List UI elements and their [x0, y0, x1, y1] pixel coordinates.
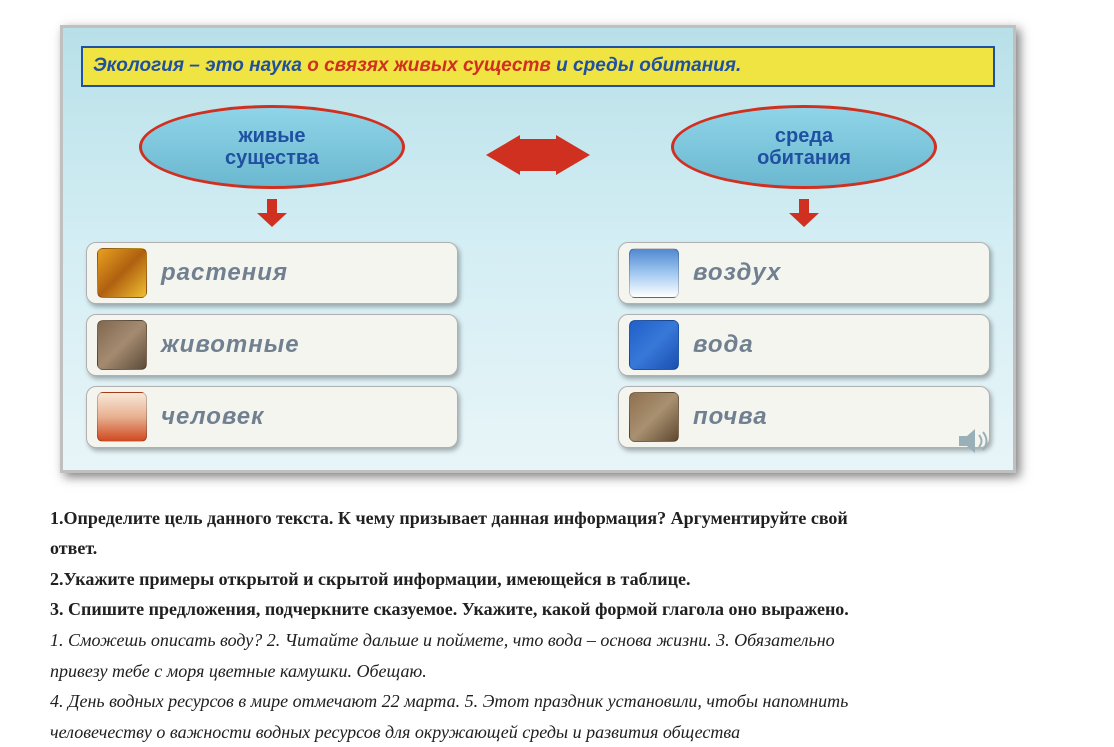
card-human: человек: [86, 386, 458, 448]
card-label: животные: [161, 331, 300, 359]
card-animals: животные: [86, 314, 458, 376]
down-arrow-icon: [789, 199, 819, 232]
animals-icon: [97, 320, 147, 370]
left-ellipse-line2: существа: [225, 147, 319, 169]
air-icon: [629, 248, 679, 298]
diagram: живые существа растения животные человек: [73, 105, 1003, 448]
right-ellipse-line2: обитания: [757, 147, 851, 169]
slide-header: Экология – это наука о связях живых суще…: [81, 46, 995, 87]
questions-block: 1.Определите цель данного текста. К чему…: [50, 503, 1050, 747]
card-label: растения: [161, 259, 288, 287]
right-ellipse-line1: среда: [775, 125, 833, 147]
right-column: среда обитания воздух вода почва: [618, 105, 990, 448]
soil-icon: [629, 392, 679, 442]
card-soil: почва: [618, 386, 990, 448]
card-water: вода: [618, 314, 990, 376]
card-label: вода: [693, 331, 754, 359]
header-suffix: и среды обитания.: [551, 55, 741, 76]
card-label: воздух: [693, 259, 781, 287]
water-icon: [629, 320, 679, 370]
bidirectional-arrow-icon: [478, 125, 598, 185]
card-label: человек: [161, 403, 264, 431]
sentence-2: привезу тебе с моря цветные камушки. Обе…: [50, 656, 1050, 687]
plants-icon: [97, 248, 147, 298]
header-emphasis: о связях живых существ: [307, 55, 551, 76]
left-ellipse: живые существа: [139, 105, 405, 189]
header-text: Экология – это наука о связях живых суще…: [93, 55, 741, 76]
header-prefix: Экология – это наука: [93, 55, 307, 76]
human-icon: [97, 392, 147, 442]
left-column: живые существа растения животные человек: [86, 105, 458, 448]
card-label: почва: [693, 403, 768, 431]
sentence-4: человечеству о важности водных ресурсов …: [50, 717, 1050, 747]
question-2: 2.Укажите примеры открытой и скрытой инф…: [50, 564, 1050, 595]
ecology-slide: Экология – это наука о связях живых суще…: [60, 25, 1016, 473]
left-ellipse-line1: живые: [239, 125, 306, 147]
card-air: воздух: [618, 242, 990, 304]
card-plants: растения: [86, 242, 458, 304]
down-arrow-icon: [257, 199, 287, 232]
speaker-icon[interactable]: [957, 426, 993, 456]
right-ellipse: среда обитания: [671, 105, 937, 189]
sentence-3: 4. День водных ресурсов в мире отмечают …: [50, 686, 1050, 717]
question-3: 3. Спишите предложения, подчеркните сказ…: [50, 594, 1050, 625]
question-1b: ответ.: [50, 533, 1050, 564]
question-1a: 1.Определите цель данного текста. К чему…: [50, 503, 1050, 534]
sentence-1: 1. Сможешь описать воду? 2. Читайте даль…: [50, 625, 1050, 656]
